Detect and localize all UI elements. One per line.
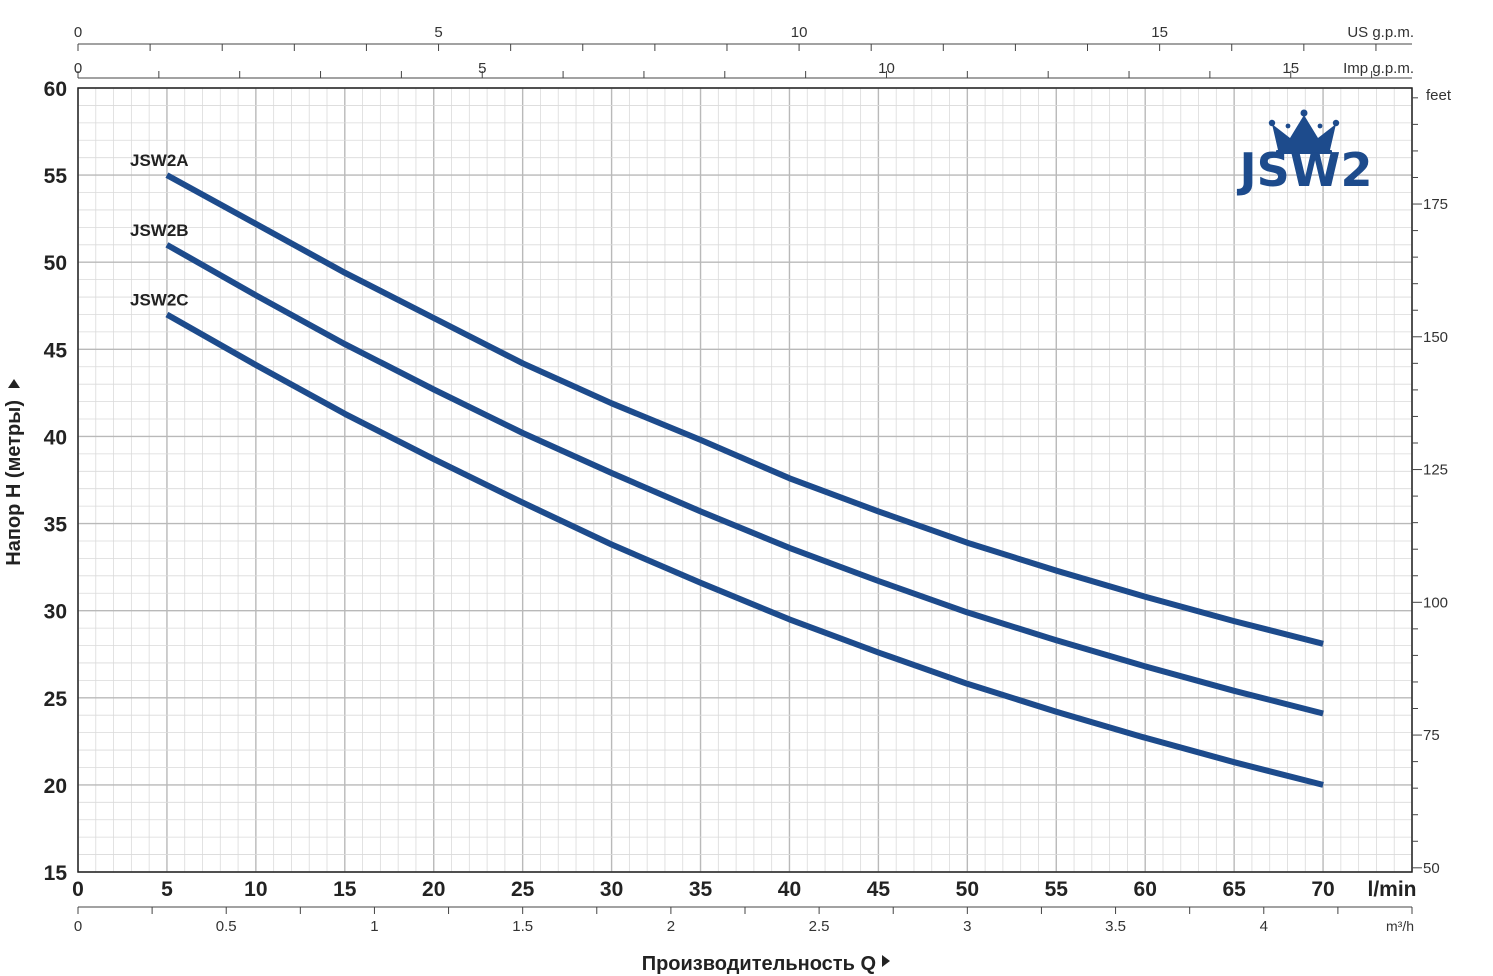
m3h-unit-label: m³/h xyxy=(1386,918,1414,934)
m3h-tick-label: 2.5 xyxy=(809,918,830,935)
series-line-jsw2b xyxy=(165,242,1324,717)
us-gpm-tick-label: 0 xyxy=(74,24,82,41)
y-tick-label: 15 xyxy=(44,862,68,885)
m3h-tick-label: 1 xyxy=(370,918,378,935)
chart-title: JSW2 xyxy=(1237,143,1373,197)
m3h-tick-label: 0 xyxy=(74,918,82,935)
m3h-tick-label: 2 xyxy=(667,918,675,935)
x-tick-label: 25 xyxy=(511,878,535,901)
imp-gpm-tick-label: 15 xyxy=(1282,60,1299,77)
m3h-tick-label: 3 xyxy=(963,918,971,935)
y-axis-title-group: Напор H (метры) xyxy=(3,379,25,566)
x-tick-label: 20 xyxy=(422,878,445,901)
x-tick-label: 5 xyxy=(161,878,173,901)
feet-tick-label: 175 xyxy=(1423,196,1448,213)
series-line-jsw2c xyxy=(165,311,1324,788)
x-tick-label: 45 xyxy=(867,878,891,901)
x-tick-label: 50 xyxy=(956,878,979,901)
x-tick-label: 15 xyxy=(333,878,357,901)
m3h-tick-label: 3.5 xyxy=(1105,918,1126,935)
series-label-jsw2b: JSW2B xyxy=(130,221,189,240)
series-label-jsw2a: JSW2A xyxy=(130,151,189,170)
x-tick-label: 40 xyxy=(778,878,801,901)
us-gpm-tick-label: 10 xyxy=(791,24,808,41)
imp-gpm-tick-label: 10 xyxy=(878,60,895,77)
x-axis-title-group: Производительность Q xyxy=(642,953,890,975)
x-tick-label: 70 xyxy=(1311,878,1334,901)
imp-gpm-unit-label: Imp g.p.m. xyxy=(1343,60,1414,77)
crown-icon xyxy=(1268,109,1340,154)
y-axis-arrow-icon xyxy=(8,379,20,388)
x-tick-label: 55 xyxy=(1045,878,1069,901)
brand-logo: JSW2 xyxy=(1237,109,1373,197)
y-axis-title: Напор H (метры) xyxy=(3,400,25,566)
x-unit-label: l/min xyxy=(1367,878,1416,901)
imp-gpm-tick-label: 0 xyxy=(74,60,82,77)
imp-gpm-tick-label: 5 xyxy=(478,60,486,77)
x-tick-label: 65 xyxy=(1222,878,1246,901)
feet-tick-label: 100 xyxy=(1423,594,1448,611)
y-tick-label: 55 xyxy=(44,165,68,188)
y-tick-label: 40 xyxy=(44,426,67,449)
feet-tick-label: 75 xyxy=(1423,727,1440,744)
m3h-tick-label: 1.5 xyxy=(512,918,533,935)
y-tick-label: 45 xyxy=(44,339,68,362)
y-tick-label: 20 xyxy=(44,775,67,798)
x-tick-label: 10 xyxy=(244,878,267,901)
feet-tick-label: 50 xyxy=(1423,860,1440,877)
x-axis-title: Производительность Q xyxy=(642,953,876,975)
series-label-jsw2c: JSW2C xyxy=(130,290,189,309)
y-tick-label: 30 xyxy=(44,601,67,624)
feet-tick-label: 125 xyxy=(1423,462,1448,479)
x-axis-arrow-icon xyxy=(882,955,890,967)
series-group: JSW2A JSW2B JSW2C xyxy=(130,151,1324,788)
series-line-jsw2a xyxy=(165,172,1324,647)
y-tick-label: 60 xyxy=(44,78,67,101)
m3h-tick-label: 0.5 xyxy=(216,918,237,935)
plot-frame xyxy=(77,87,1413,873)
feet-unit-label: feet xyxy=(1426,87,1452,104)
us-gpm-unit-label: US g.p.m. xyxy=(1347,24,1414,41)
us-gpm-tick-label: 5 xyxy=(434,24,442,41)
x-tick-label: 60 xyxy=(1134,878,1157,901)
m3h-tick-label: 4 xyxy=(1260,918,1268,935)
x-tick-label: 0 xyxy=(72,878,84,901)
us-gpm-tick-label: 15 xyxy=(1151,24,1168,41)
grid xyxy=(77,87,1413,873)
feet-tick-label: 150 xyxy=(1423,329,1448,346)
y-tick-label: 50 xyxy=(44,252,67,275)
y-tick-label: 25 xyxy=(44,688,68,711)
x-tick-label: 35 xyxy=(689,878,713,901)
y-tick-label: 35 xyxy=(44,514,68,537)
x-tick-label: 30 xyxy=(600,878,623,901)
